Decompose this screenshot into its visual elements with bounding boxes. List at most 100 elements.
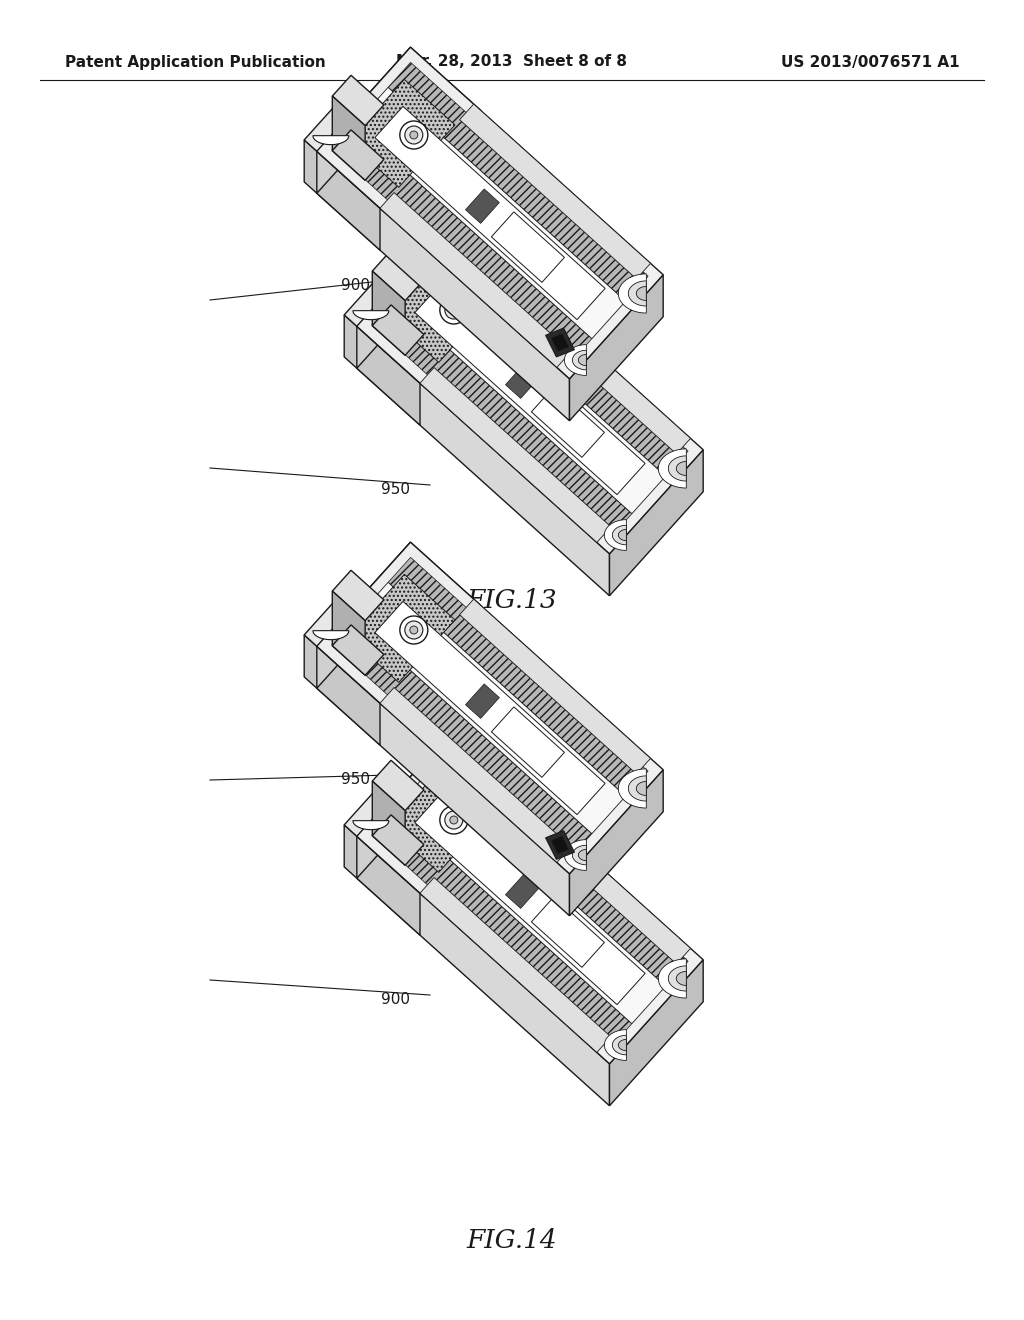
Polygon shape: [375, 107, 605, 319]
Polygon shape: [356, 222, 451, 368]
Polygon shape: [316, 48, 664, 379]
Polygon shape: [333, 624, 384, 676]
Text: FIG.14: FIG.14: [467, 1228, 557, 1253]
Polygon shape: [380, 193, 571, 367]
Circle shape: [399, 616, 428, 644]
Polygon shape: [373, 251, 424, 301]
Polygon shape: [604, 520, 627, 550]
Polygon shape: [492, 213, 564, 282]
Polygon shape: [531, 387, 604, 457]
Polygon shape: [333, 591, 366, 676]
Polygon shape: [460, 599, 650, 774]
Polygon shape: [354, 582, 626, 834]
Polygon shape: [546, 329, 574, 356]
Circle shape: [444, 301, 463, 319]
Polygon shape: [636, 781, 646, 796]
Polygon shape: [333, 129, 384, 181]
Polygon shape: [332, 125, 592, 363]
Circle shape: [450, 816, 458, 824]
Polygon shape: [500, 789, 690, 964]
Polygon shape: [579, 850, 587, 861]
Polygon shape: [428, 747, 688, 986]
Polygon shape: [316, 543, 481, 710]
Polygon shape: [388, 764, 495, 873]
Polygon shape: [506, 364, 540, 399]
Circle shape: [410, 626, 418, 634]
Polygon shape: [344, 263, 467, 383]
Circle shape: [440, 296, 468, 323]
Text: 900: 900: [341, 277, 370, 293]
Polygon shape: [669, 455, 686, 480]
Polygon shape: [564, 840, 587, 870]
Text: Mar. 28, 2013  Sheet 8 of 8: Mar. 28, 2013 Sheet 8 of 8: [396, 54, 628, 70]
Polygon shape: [316, 543, 411, 688]
Polygon shape: [356, 222, 521, 389]
Polygon shape: [304, 635, 380, 746]
Polygon shape: [618, 768, 646, 808]
Polygon shape: [629, 776, 646, 801]
Polygon shape: [551, 837, 568, 854]
Polygon shape: [618, 529, 627, 541]
Polygon shape: [636, 286, 646, 301]
Polygon shape: [551, 334, 568, 351]
Polygon shape: [415, 792, 645, 1005]
Polygon shape: [572, 350, 587, 370]
Polygon shape: [460, 104, 650, 279]
Text: 950: 950: [341, 772, 370, 788]
Polygon shape: [612, 525, 627, 545]
Polygon shape: [420, 878, 611, 1052]
Polygon shape: [356, 326, 609, 595]
Polygon shape: [354, 87, 626, 339]
Polygon shape: [506, 874, 540, 908]
Text: 900: 900: [381, 993, 410, 1007]
Text: Patent Application Publication: Patent Application Publication: [65, 54, 326, 70]
Polygon shape: [304, 88, 427, 209]
Polygon shape: [356, 733, 703, 1064]
Circle shape: [399, 121, 428, 149]
Text: FIG.13: FIG.13: [467, 587, 557, 612]
Polygon shape: [388, 557, 648, 796]
Circle shape: [404, 620, 423, 639]
Polygon shape: [344, 315, 420, 425]
Polygon shape: [356, 837, 609, 1106]
Polygon shape: [316, 48, 481, 215]
Polygon shape: [304, 140, 380, 251]
Polygon shape: [466, 189, 500, 223]
Polygon shape: [658, 449, 686, 488]
Circle shape: [450, 306, 458, 314]
Polygon shape: [415, 281, 645, 495]
Polygon shape: [333, 570, 384, 620]
Polygon shape: [316, 647, 569, 916]
Text: 950: 950: [381, 483, 410, 498]
Polygon shape: [572, 845, 587, 865]
Circle shape: [444, 810, 463, 829]
Polygon shape: [316, 48, 411, 193]
Circle shape: [440, 807, 468, 834]
Polygon shape: [658, 958, 686, 998]
Polygon shape: [380, 688, 571, 862]
Polygon shape: [344, 825, 420, 935]
Polygon shape: [629, 281, 646, 306]
Polygon shape: [579, 355, 587, 366]
Polygon shape: [546, 830, 574, 859]
Polygon shape: [353, 310, 389, 319]
Polygon shape: [375, 602, 605, 814]
Polygon shape: [373, 781, 406, 865]
Polygon shape: [531, 896, 604, 968]
Polygon shape: [372, 300, 632, 539]
Polygon shape: [618, 273, 646, 313]
Polygon shape: [373, 814, 424, 865]
Polygon shape: [313, 631, 349, 640]
Polygon shape: [428, 238, 688, 477]
Polygon shape: [604, 1030, 627, 1060]
Polygon shape: [353, 821, 389, 830]
Polygon shape: [394, 263, 666, 513]
Polygon shape: [388, 255, 495, 362]
Polygon shape: [332, 620, 592, 858]
Polygon shape: [669, 966, 686, 991]
Polygon shape: [676, 972, 686, 986]
Polygon shape: [356, 733, 451, 878]
Polygon shape: [373, 760, 424, 810]
Circle shape: [404, 125, 423, 144]
Polygon shape: [372, 809, 632, 1048]
